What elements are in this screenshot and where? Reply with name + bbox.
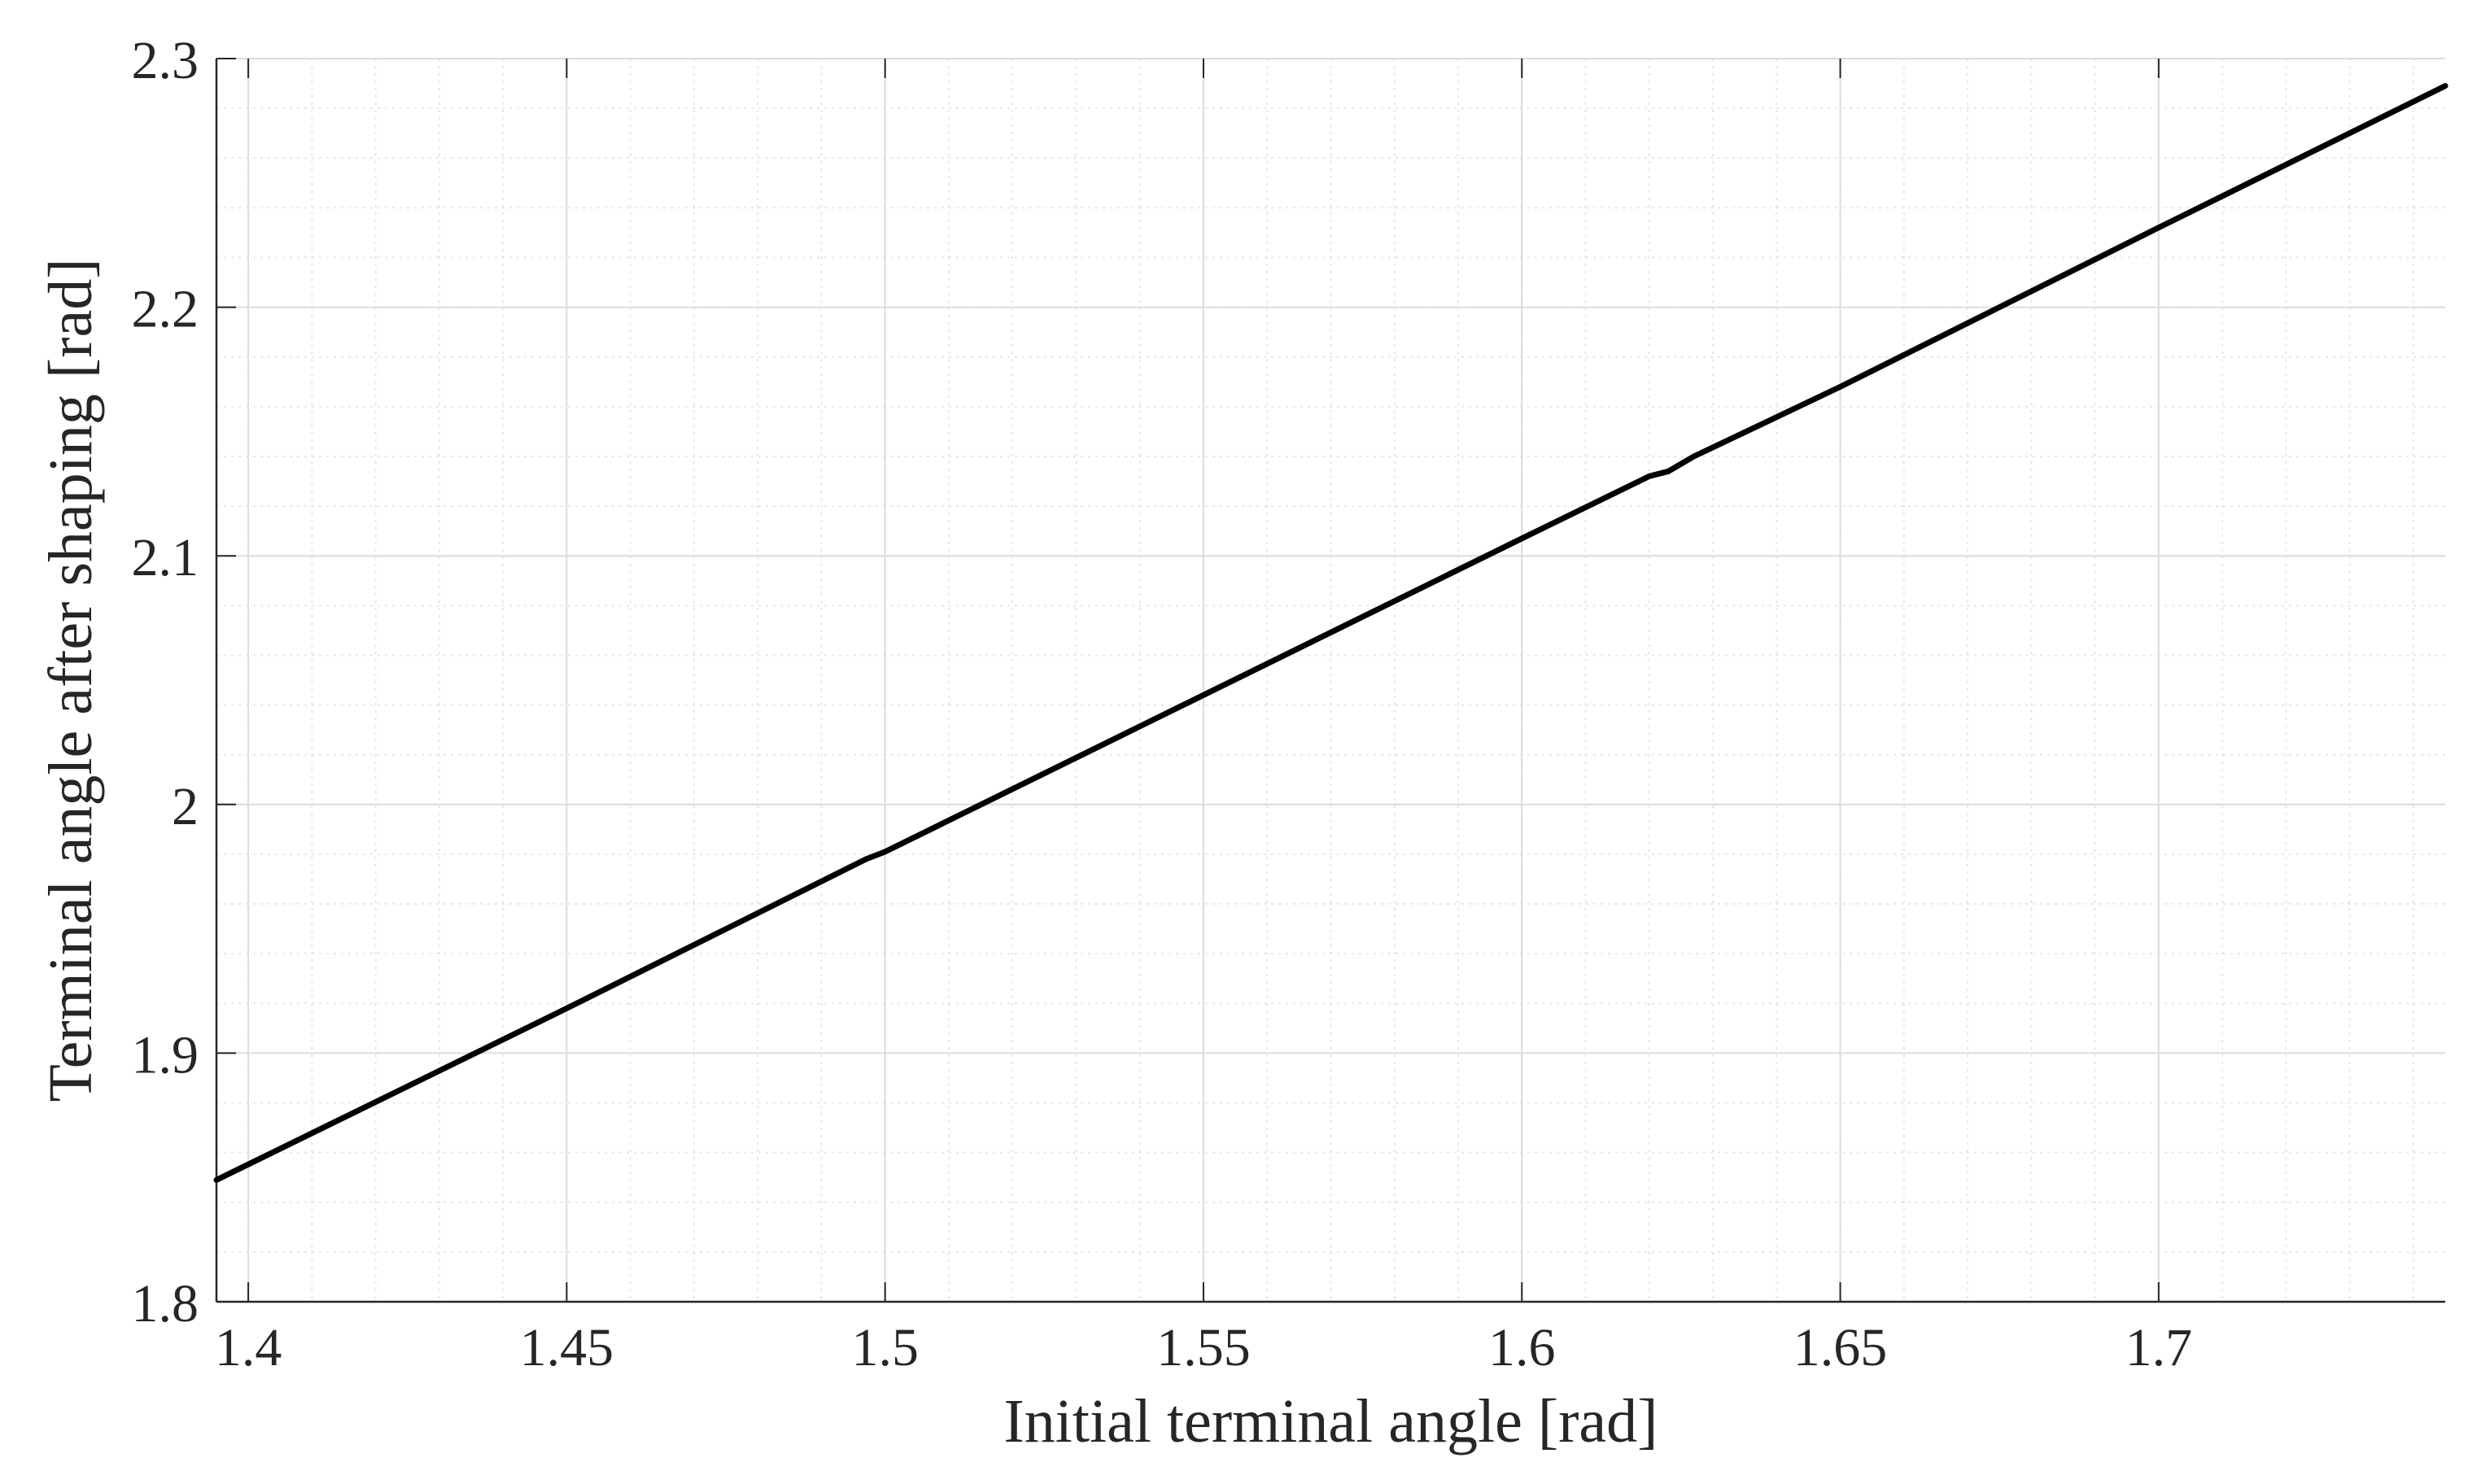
series-line-1 xyxy=(213,83,2448,1183)
y-tick-label: 2.1 xyxy=(132,528,199,587)
x-tick-label: 1.65 xyxy=(1793,1318,1888,1377)
y-tick-label: 2.2 xyxy=(132,280,199,339)
y-tick-label: 1.9 xyxy=(132,1025,199,1085)
y-axis-label: Terminal angle after shaping [rad] xyxy=(37,258,105,1102)
x-tick-label: 1.45 xyxy=(520,1318,614,1377)
x-tick-label: 1.5 xyxy=(851,1318,919,1377)
x-axis-label: Initial terminal angle [rad] xyxy=(1004,1387,1658,1456)
y-tick-label: 2.3 xyxy=(132,31,199,90)
y-tick-label: 2 xyxy=(172,777,199,836)
x-tick-label: 1.6 xyxy=(1488,1318,1556,1377)
x-tick-label: 1.7 xyxy=(2125,1318,2193,1377)
x-tick-label: 1.55 xyxy=(1156,1318,1251,1377)
x-tick-label: 1.4 xyxy=(215,1318,282,1377)
y-tick-label: 1.8 xyxy=(132,1274,199,1333)
